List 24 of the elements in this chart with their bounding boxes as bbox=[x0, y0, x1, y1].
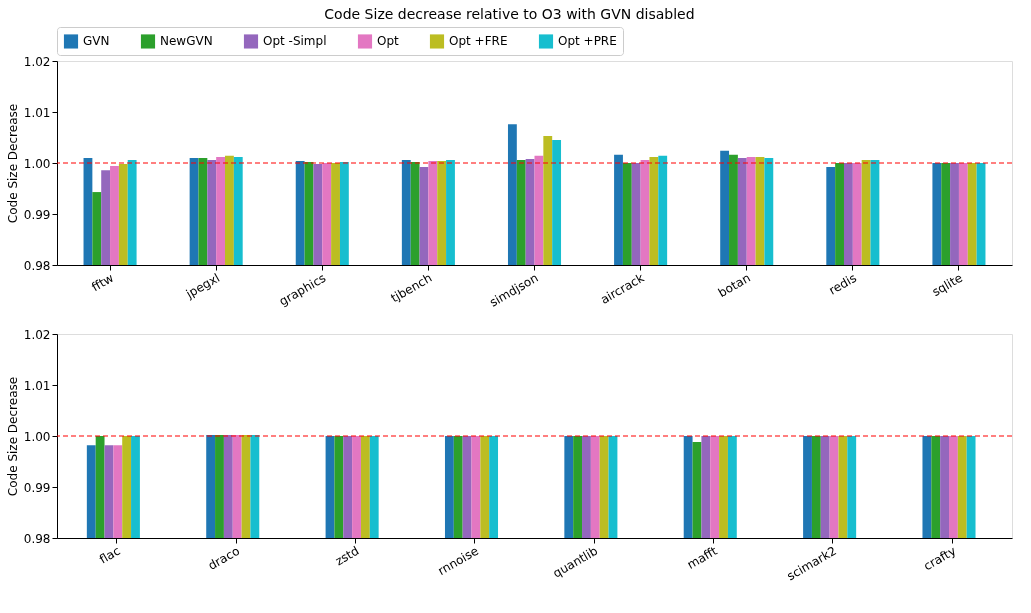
y-axis-title: Code Size Decrease bbox=[5, 376, 20, 497]
y-tick-label: 0.98 bbox=[23, 258, 51, 273]
x-tick-label: redis bbox=[826, 270, 859, 298]
y-tick-label: 1.00 bbox=[23, 429, 51, 444]
y-tick-label: 1.00 bbox=[23, 156, 51, 171]
y-tick-label: 0.98 bbox=[23, 531, 51, 546]
y-axis-title: Code Size Decrease bbox=[5, 103, 20, 224]
y-tick-label: 0.99 bbox=[23, 207, 51, 222]
legend-label: Opt -Simpl bbox=[263, 34, 327, 49]
legend-label: NewGVN bbox=[160, 34, 213, 49]
legend-label: Opt +PRE bbox=[558, 34, 617, 49]
y-tick-label: 1.01 bbox=[23, 105, 51, 120]
legend-label: Opt +FRE bbox=[449, 34, 508, 49]
legend-label: GVN bbox=[83, 34, 110, 49]
y-tick-label: 1.02 bbox=[23, 54, 51, 69]
x-tick-label: flac bbox=[97, 543, 123, 567]
x-tick-label: zstd bbox=[332, 543, 362, 569]
x-tick-label: draco bbox=[205, 543, 243, 573]
legend-label: Opt bbox=[377, 34, 400, 49]
y-tick-label: 1.02 bbox=[23, 327, 51, 342]
y-tick-label: 1.01 bbox=[23, 378, 51, 393]
y-tick-label: 0.99 bbox=[23, 480, 51, 495]
chart-title: Code Size decrease relative to O3 with GVN disabled bbox=[324, 6, 695, 22]
x-tick-label: fftw bbox=[89, 270, 117, 295]
